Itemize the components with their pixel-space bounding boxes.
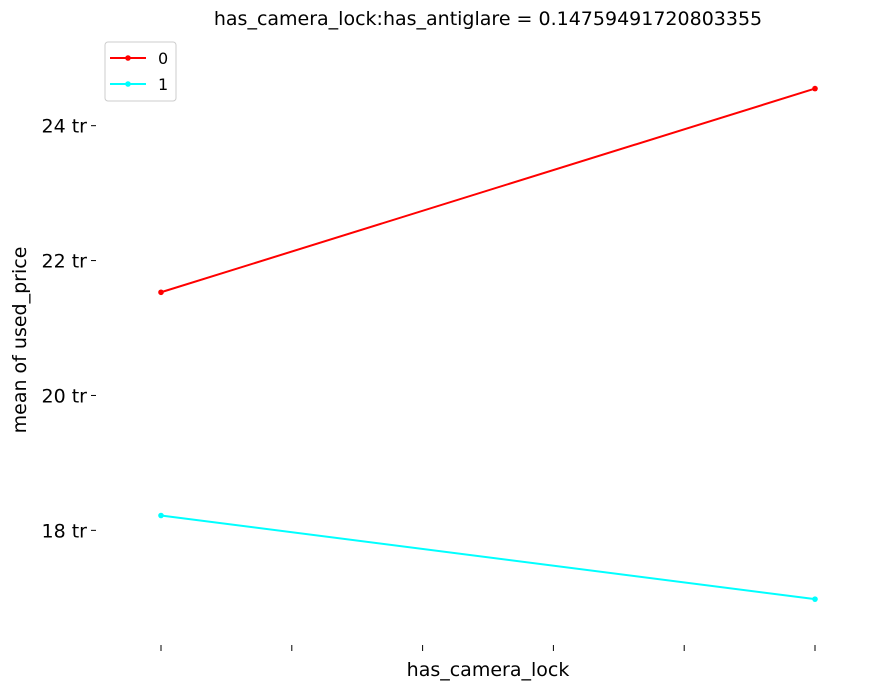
legend-marker-0: [125, 55, 131, 61]
series-point-0: [158, 289, 164, 296]
y-tick-label: 24 tr: [42, 116, 88, 138]
series-point-1: [158, 512, 164, 519]
legend-marker-1: [125, 81, 131, 87]
series-layer: [158, 85, 818, 602]
y-tick-label: 18 tr: [42, 520, 88, 542]
legend-label-1: 1: [158, 75, 168, 94]
legend: 01: [104, 41, 177, 102]
legend-box: [104, 41, 177, 102]
chart-title: has_camera_lock:has_antiglare = 0.147594…: [214, 8, 762, 30]
legend-label-0: 0: [158, 49, 168, 68]
series-point-1: [812, 596, 818, 602]
series-point-0: [812, 85, 818, 92]
series-line-1: [160, 514, 816, 601]
x-axis: [160, 645, 816, 651]
x-axis-label: has_camera_lock: [407, 659, 570, 681]
y-axis-label: mean of used_price: [9, 247, 31, 434]
series-line-0: [160, 87, 816, 294]
y-tick-label: 22 tr: [42, 251, 88, 273]
y-tick-label: 20 tr: [42, 385, 88, 407]
y-axis: 18 tr 20 tr 22 tr 24 tr: [42, 116, 96, 542]
